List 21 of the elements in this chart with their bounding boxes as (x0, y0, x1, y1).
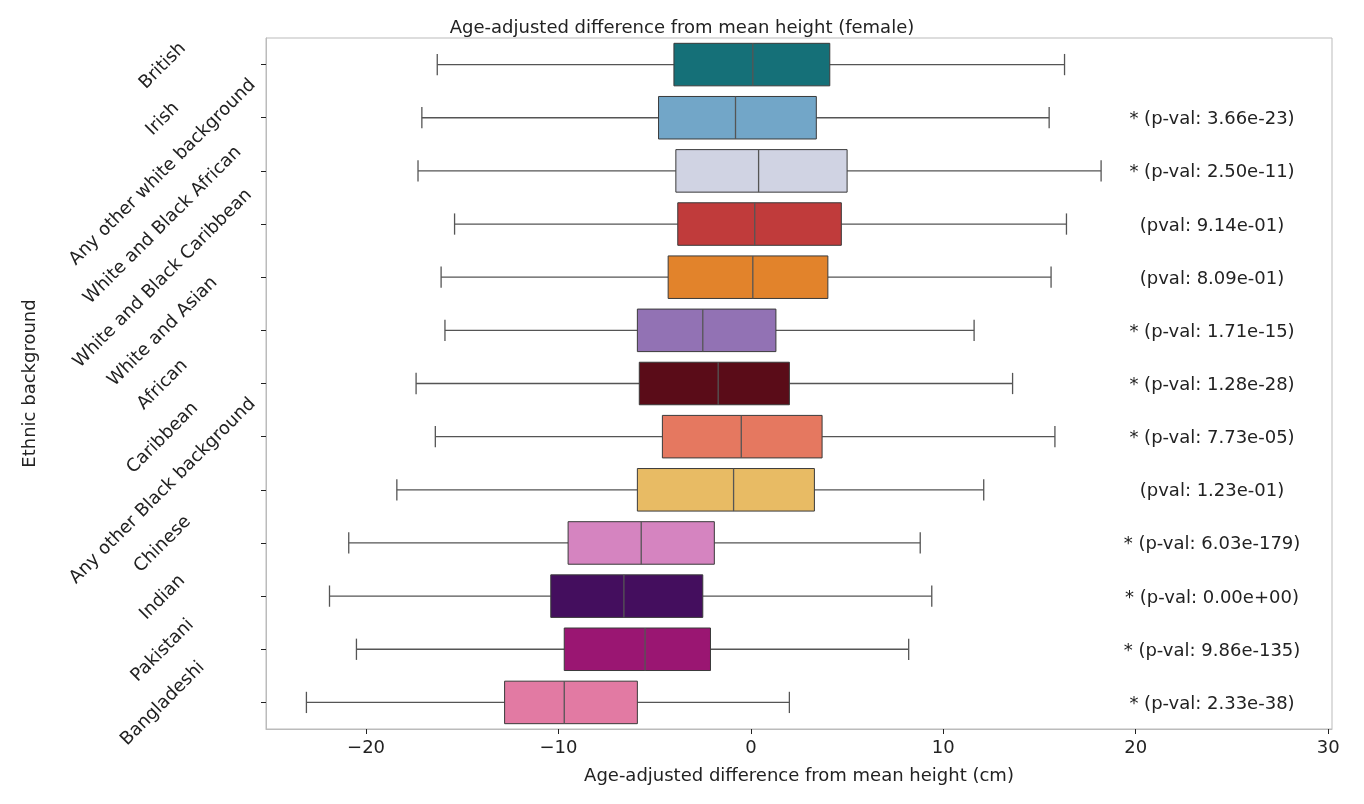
x-tick-label: 20 (1124, 735, 1148, 757)
annotation: * (p-val: 1.71e-15) (1129, 319, 1295, 341)
annotation: * (p-val: 7.73e-05) (1129, 426, 1295, 448)
x-tick-label: −10 (539, 735, 578, 757)
annotation: * (p-val: 1.28e-28) (1129, 373, 1295, 394)
annotation: (pval: 8.09e-01) (1139, 266, 1285, 288)
x-tick-label: 30 (1316, 735, 1340, 757)
x-tick-label: 0 (745, 735, 757, 757)
annotation: * (p-val: 0.00e+00) (1125, 585, 1299, 607)
x-tick-label: −20 (347, 735, 386, 757)
annotation: * (p-val: 3.66e-23) (1129, 107, 1295, 129)
annotation: * (p-val: 9.86e-135) (1123, 638, 1301, 660)
chart-title: Age-adjusted difference from mean height (female) (449, 15, 915, 37)
annotation: * (p-val: 2.50e-11) (1129, 160, 1295, 182)
annotation: * (p-val: 6.03e-179) (1123, 532, 1301, 554)
y-axis-title: Ethnic background (17, 299, 39, 468)
annotation: (pval: 1.23e-01) (1139, 479, 1285, 501)
x-tick-label: 10 (931, 735, 955, 757)
annotation: * (p-val: 2.33e-38) (1129, 691, 1295, 713)
x-axis-title: Age-adjusted difference from mean height (cm) (584, 763, 1014, 785)
annotation: (pval: 9.14e-01) (1139, 213, 1285, 235)
